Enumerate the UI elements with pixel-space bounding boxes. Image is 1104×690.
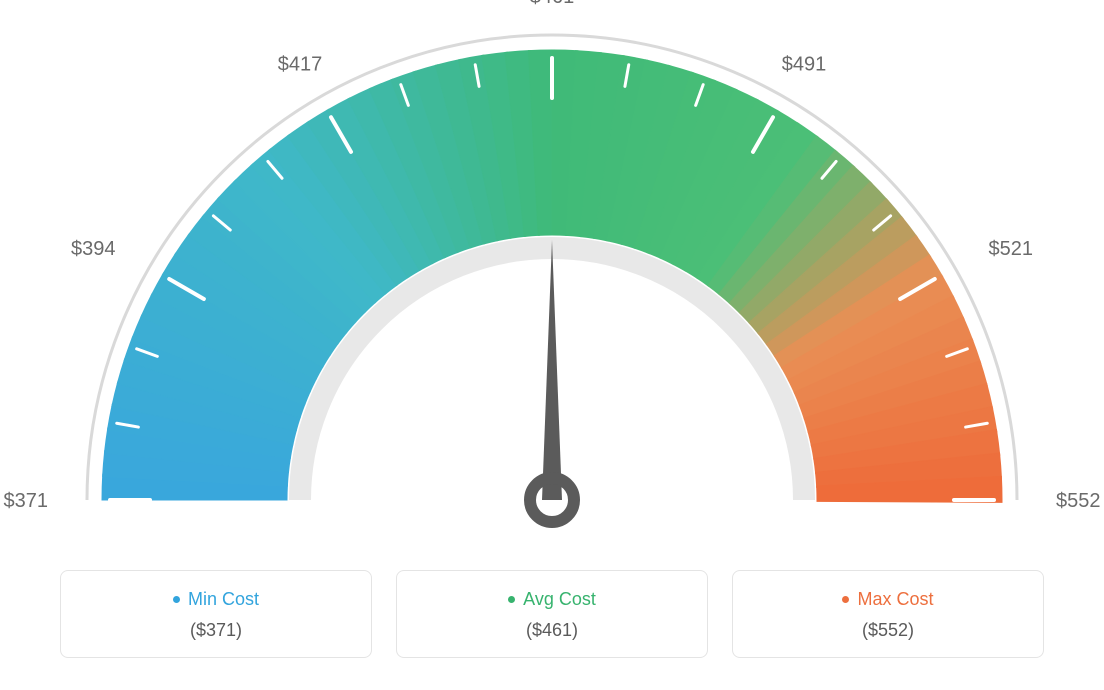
legend-title: Max Cost <box>842 589 933 610</box>
legend-dot-icon <box>173 596 180 603</box>
legend-card: Max Cost ($552) <box>732 570 1044 658</box>
gauge-tick-label: $521 <box>988 238 1033 260</box>
gauge-svg: $371 $394 $417 $461 $491 $521 $552 <box>0 0 1104 560</box>
legend-label: Min Cost <box>188 589 259 610</box>
legend-value: ($371) <box>73 620 359 641</box>
legend-title: Min Cost <box>173 589 259 610</box>
gauge-needle <box>542 240 562 500</box>
legend-label: Avg Cost <box>523 589 596 610</box>
legend-value: ($552) <box>745 620 1031 641</box>
gauge-tick-label: $394 <box>71 238 116 260</box>
gauge-tick-label: $491 <box>782 54 827 76</box>
gauge-tick-label: $552 <box>1056 490 1101 512</box>
legend-row: Min Cost ($371) Avg Cost ($461) Max Cost ($55… <box>0 570 1104 658</box>
gauge-tick-label: $417 <box>278 54 323 76</box>
gauge-tick-label: $371 <box>4 490 49 512</box>
gauge-tick-label: $461 <box>530 0 575 8</box>
legend-label: Max Cost <box>857 589 933 610</box>
legend-card: Avg Cost ($461) <box>396 570 708 658</box>
legend-title: Avg Cost <box>508 589 596 610</box>
legend-dot-icon <box>508 596 515 603</box>
gauge-chart: $371 $394 $417 $461 $491 $521 $552 <box>0 0 1104 560</box>
legend-value: ($461) <box>409 620 695 641</box>
legend-card: Min Cost ($371) <box>60 570 372 658</box>
legend-dot-icon <box>842 596 849 603</box>
